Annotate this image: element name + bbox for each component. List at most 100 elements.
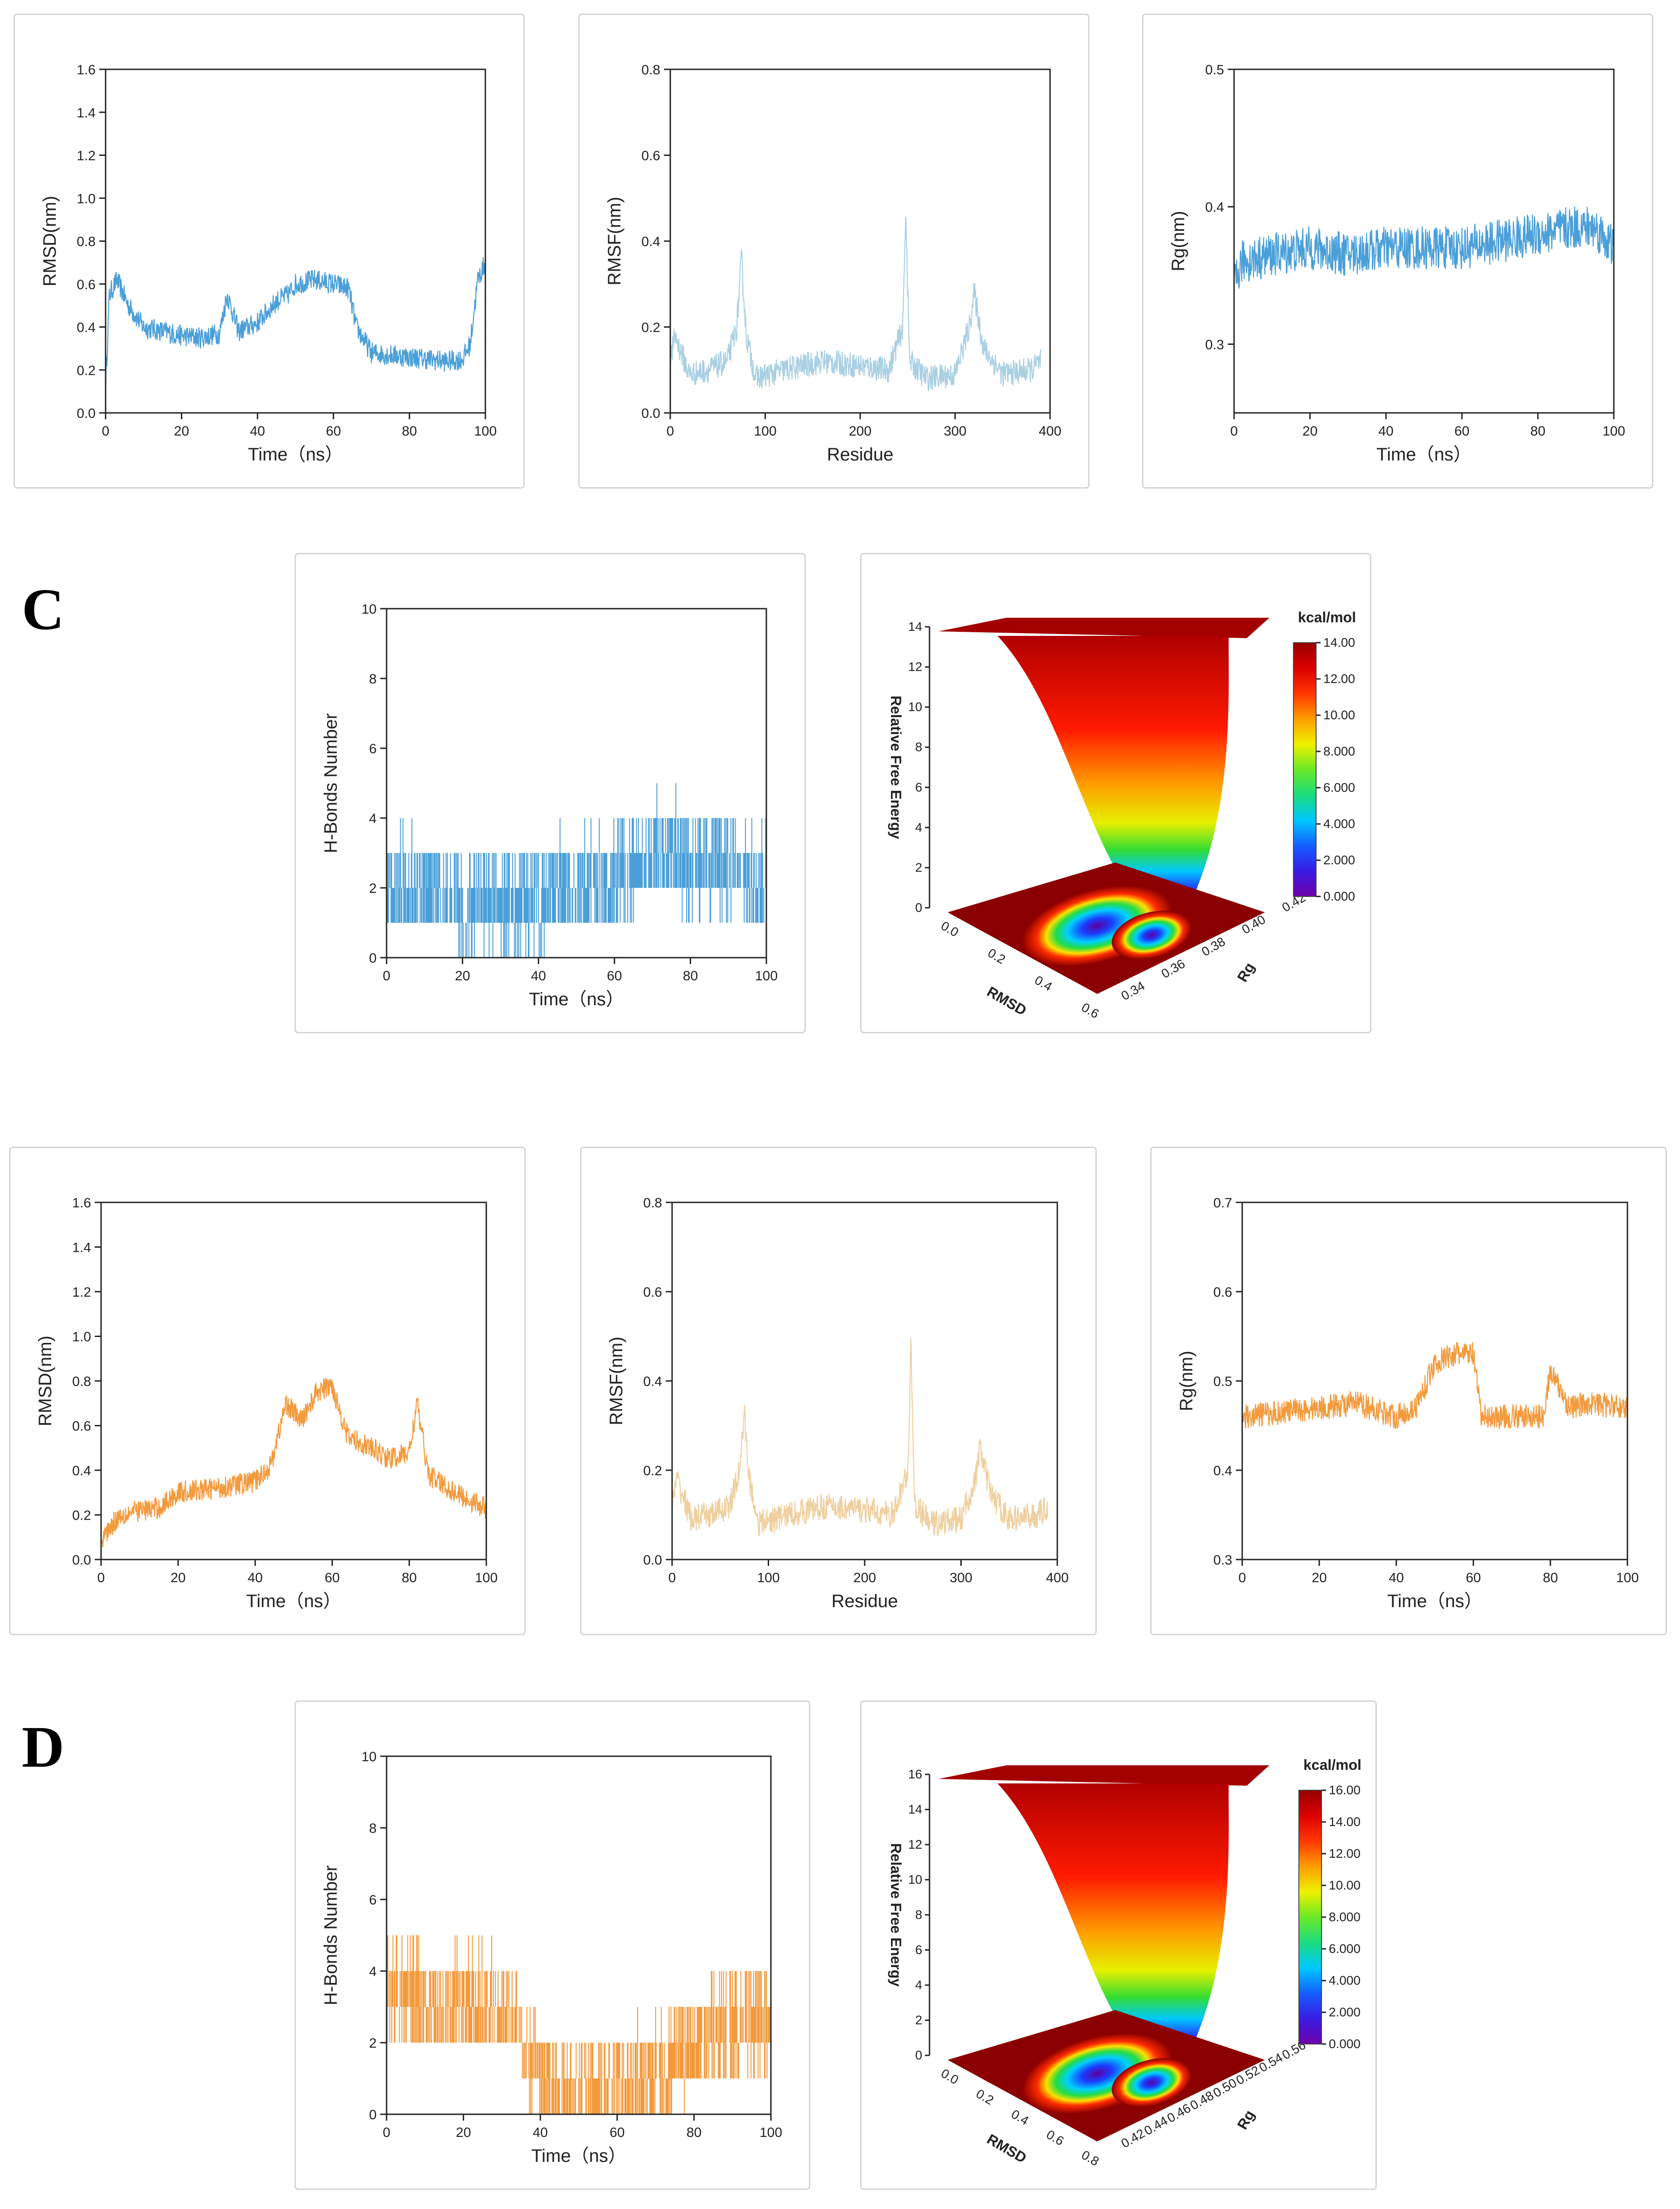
rmsf2-y-tick-label: 0.8 (643, 1196, 662, 1211)
fel2-z-tick-label: 4 (915, 1978, 922, 1992)
panel-hbonds-1: 0 20 40 60 80 100 0 2 4 6 8 10 Time（ns） H-Bonds Numbe… (295, 553, 806, 1033)
hb2-plot-frame (386, 1755, 772, 2115)
rg2-x-tick-label: 80 (1543, 1570, 1558, 1585)
hb1-plot-frame (386, 608, 767, 959)
hb2-y-tick-label: 6 (369, 1893, 377, 1908)
rg2-x-tick-label: 60 (1466, 1570, 1481, 1585)
fel2-z-tick-label: 0 (915, 2048, 922, 2062)
rmsd2-y-tick-label: 0.2 (72, 1508, 91, 1523)
fel2-colorbar-tick-label: 6.000 (1329, 1942, 1360, 1956)
fel2-z-tick-label: 6 (915, 1943, 922, 1957)
hb2-y-tick-label: 4 (369, 1964, 377, 1979)
fel2-z-tick-label: 10 (908, 1873, 922, 1887)
rg2-y-tick-label: 0.7 (1213, 1196, 1232, 1211)
rg2-y-tick-label: 0.3 (1213, 1553, 1232, 1568)
rmsd1-series-line (105, 257, 486, 396)
hb1-y-tick-label: 4 (369, 811, 377, 826)
rg1-x-tick-label: 80 (1530, 424, 1545, 439)
rg2-y-tick-label: 0.4 (1213, 1463, 1232, 1478)
rmsf1-y-tick-label: 0.8 (641, 63, 660, 78)
hb1-y-tick-label: 0 (369, 951, 377, 966)
rg1-y-tick-label: 0.4 (1205, 200, 1224, 215)
fel2-rmsd-tick-label: 0.0 (939, 2066, 961, 2087)
rg1-y-tick-label: 0.5 (1205, 63, 1224, 78)
rmsd1-y-tick-label: 1.4 (77, 106, 96, 121)
rmsd1-y-tick-label: 1.0 (77, 191, 96, 206)
panel-fel-1: 0 2 4 6 8 10 12 14 Relative Free Energy 0.0 0.2 0.4… (860, 553, 1371, 1033)
rg2-y-axis-label: Rg(nm) (1176, 1351, 1196, 1411)
rmsd1-y-tick-label: 1.6 (77, 63, 96, 78)
rmsf2-x-axis-label: Residue (832, 1591, 898, 1611)
panel-hbonds-2: 0 20 40 60 80 100 0 2 4 6 8 10 Time（ns） H-Bonds Numbe… (295, 1700, 810, 2190)
rmsf2-x-tick-label: 100 (757, 1570, 779, 1585)
section-label-d: D (22, 1715, 64, 1780)
fel1-z-axis-label: Relative Free Energy (888, 696, 904, 839)
fel1-colorbar-tick-label: 4.000 (1323, 817, 1355, 831)
rg2-x-axis-label: Time（ns） (1387, 1591, 1482, 1611)
fel2-z-tick-label: 8 (915, 1908, 922, 1922)
fel1-z-tick-label: 0 (915, 901, 922, 915)
rmsf2-x-tick-label: 300 (949, 1570, 972, 1585)
hbonds-chart-1: 0 20 40 60 80 100 0 2 4 6 8 10 Time（ns） H-Bonds Numbe… (321, 602, 778, 1009)
hb2-x-tick-label: 0 (383, 2125, 391, 2140)
rg2-x-tick-label: 100 (1616, 1570, 1639, 1585)
rg1-series-line (1233, 206, 1615, 289)
fel1-colorbar (1293, 642, 1317, 897)
hb1-y-axis-label: H-Bonds Number (321, 713, 341, 853)
fel2-colorbar-tick-label: 8.000 (1329, 1910, 1360, 1924)
fel1-rmsd-tick-label: 0.0 (939, 919, 961, 940)
panel-rg-1: 0 20 40 60 80 100 0.3 0.4 0.5 Time（ns） Rg(nm) (1142, 14, 1653, 489)
rmsd2-y-tick-label: 1.6 (72, 1196, 91, 1211)
fel1-energy-funnel (997, 636, 1229, 903)
rg1-x-tick-label: 100 (1603, 424, 1625, 439)
rg1-x-tick-label: 40 (1379, 424, 1394, 439)
rmsd-chart-2: 0 20 40 60 80 100 0.0 0.2 0.4 0.6 0.8 1.0 1.2 1.4 1.6 T… (35, 1196, 498, 1611)
rmsf1-x-tick-label: 200 (849, 424, 871, 439)
fel1-rmsd-tick-label: 0.2 (985, 946, 1007, 967)
rmsd1-y-tick-label: 0.8 (77, 234, 96, 249)
rmsd1-x-axis-label: Time（ns） (248, 445, 343, 465)
rg-chart-1: 0 20 40 60 80 100 0.3 0.4 0.5 Time（ns） Rg(nm) (1168, 63, 1625, 465)
rmsd1-y-tick-label: 0.6 (77, 277, 96, 292)
fel2-rmsd-tick-label: 0.8 (1079, 2148, 1101, 2169)
rmsd2-y-tick-label: 0.4 (72, 1463, 91, 1478)
panel-rmsf-2: 0 100 200 300 400 0.0 0.2 0.4 0.6 0.8 Residue RMSF(… (580, 1147, 1097, 1635)
hb1-x-axis-label: Time（ns） (529, 989, 624, 1009)
fel2-floor-basin-2 (1112, 2058, 1191, 2107)
panel-rg-2: 0 20 40 60 80 100 0.3 0.4 0.5 0.6 0.7 Time（ns） Rg(nm… (1150, 1147, 1667, 1635)
rmsf2-y-tick-label: 0.2 (643, 1463, 662, 1478)
rmsf1-x-tick-label: 400 (1039, 424, 1061, 439)
fel2-z-tick-label: 2 (915, 2013, 922, 2027)
fel2-rmsd-tick-label: 0.6 (1044, 2127, 1066, 2148)
fel1-rg-axis-label: Rg (1234, 960, 1258, 985)
rmsf2-y-tick-label: 0.4 (643, 1374, 662, 1389)
rmsf-chart-2: 0 100 200 300 400 0.0 0.2 0.4 0.6 0.8 Residue RMSF(… (606, 1196, 1069, 1611)
rg2-y-tick-label: 0.6 (1213, 1285, 1232, 1300)
hb2-x-tick-label: 20 (456, 2125, 471, 2140)
fel2-colorbar-title: kcal/mol (1303, 1757, 1361, 1773)
hb1-x-tick-label: 100 (755, 969, 778, 983)
rg2-x-tick-label: 20 (1312, 1570, 1327, 1585)
panel-fel-2: 0 2 4 6 8 10 12 14 16 Relative Free Energy 0.0 0.2 0… (860, 1700, 1377, 2190)
rg1-x-tick-label: 20 (1302, 424, 1317, 439)
hb1-x-tick-label: 40 (531, 969, 546, 983)
fel1-floor-basin-2 (1112, 911, 1191, 959)
rmsd1-y-tick-label: 0.0 (77, 406, 96, 421)
fel2-z-tick-label: 14 (908, 1802, 922, 1817)
rmsd2-x-axis-label: Time（ns） (246, 1591, 341, 1611)
fel1-z-tick-label: 14 (908, 620, 922, 634)
rmsd1-x-tick-label: 100 (474, 424, 497, 439)
hb1-y-tick-label: 6 (369, 741, 377, 756)
fel2-z-tick-label: 16 (908, 1767, 922, 1781)
fel1-z-tick-label: 8 (915, 740, 922, 754)
section-label-c: C (22, 577, 64, 642)
fel2-colorbar-tick-label: 2.000 (1329, 2005, 1360, 2019)
rmsd2-x-tick-label: 100 (475, 1570, 498, 1585)
fel1-colorbar-tick-label: 12.00 (1323, 672, 1355, 686)
fel2-rg-tick-label: 0.42 (1119, 2126, 1147, 2151)
fel1-z-tick-label: 12 (908, 660, 922, 674)
rmsf2-y-axis-label: RMSF(nm) (606, 1337, 626, 1425)
fel1-z-tick-label: 4 (915, 820, 922, 834)
rmsf1-series-line (669, 216, 1041, 392)
rmsf2-x-tick-label: 0 (668, 1570, 676, 1585)
